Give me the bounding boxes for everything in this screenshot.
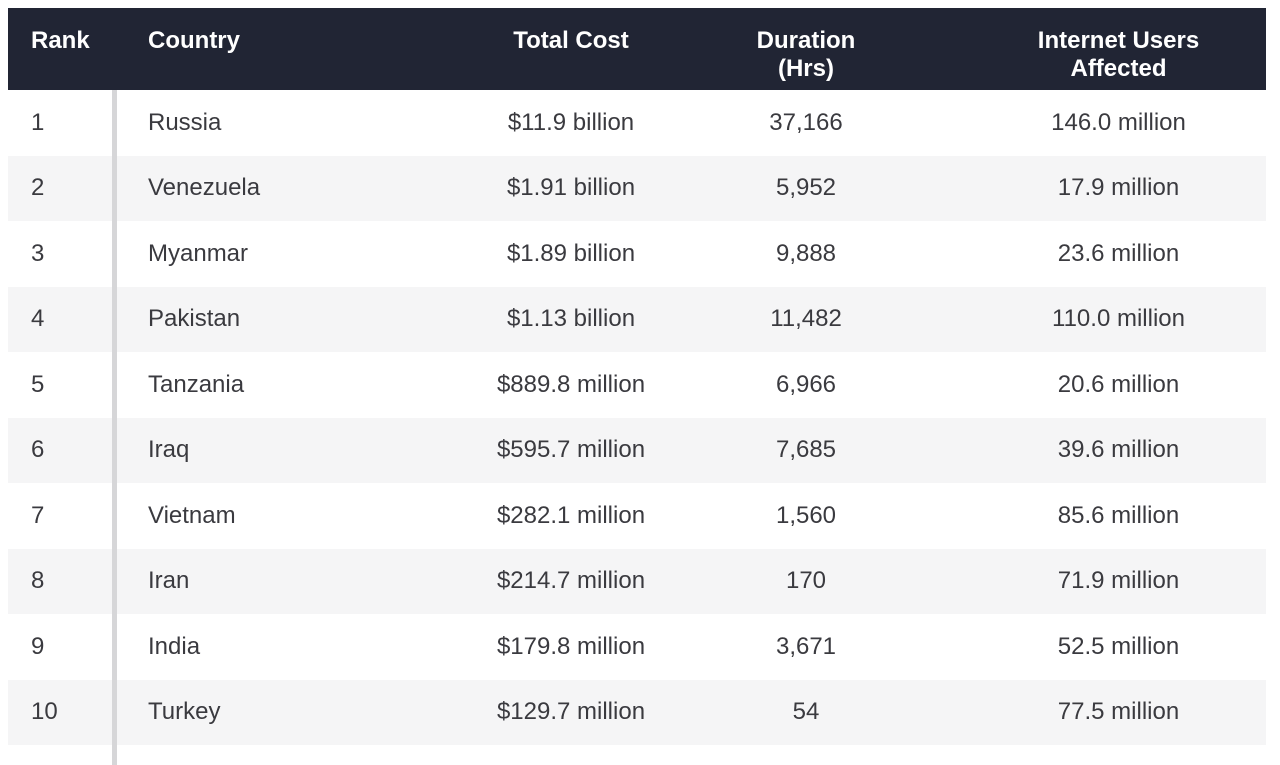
cell-duration: 9,888 xyxy=(775,239,837,267)
cell-internet-users: 85.6 million xyxy=(1057,501,1180,529)
cell-duration: 1,560 xyxy=(775,501,837,529)
table-header: Rank Country Total Cost Duration (Hrs) I… xyxy=(8,8,1266,90)
cell-country: Iran xyxy=(148,567,190,595)
cell-internet-users: 17.9 million xyxy=(1057,174,1180,202)
cell-total-cost: $214.7 million xyxy=(496,567,646,595)
cell-duration: 170 xyxy=(785,567,827,595)
cell-internet-users: 146.0 million xyxy=(1051,108,1186,136)
cell-country: Tanzania xyxy=(148,370,245,398)
column-header-country: Country xyxy=(148,27,240,54)
cell-rank: 6 xyxy=(31,436,45,464)
cell-country: Venezuela xyxy=(148,174,261,202)
cell-rank: 5 xyxy=(31,370,45,398)
table-row: 7 Vietnam $282.1 million 1,560 85.6 mill… xyxy=(8,483,1266,549)
cell-total-cost: $282.1 million xyxy=(496,501,646,529)
cell-rank: 2 xyxy=(31,174,45,202)
column-header-total-cost: Total Cost xyxy=(513,27,629,54)
table-row: 3 Myanmar $1.89 billion 9,888 23.6 milli… xyxy=(8,221,1266,287)
cell-country: Myanmar xyxy=(148,239,249,267)
table-row: 9 India $179.8 million 3,671 52.5 millio… xyxy=(8,614,1266,680)
cell-total-cost: $179.8 million xyxy=(496,632,646,660)
table-row: 1 Russia $11.9 billion 37,166 146.0 mill… xyxy=(8,90,1266,156)
column-header-duration: Duration (Hrs) xyxy=(756,27,856,82)
column-header-internet-users-label: Internet Users Affected xyxy=(1037,27,1200,82)
cell-country: Pakistan xyxy=(148,305,241,333)
cell-total-cost: $889.8 million xyxy=(496,370,646,398)
cell-total-cost: $1.89 billion xyxy=(506,239,636,267)
cell-country: Iraq xyxy=(148,436,190,464)
table-row: 10 Turkey $129.7 million 54 77.5 million xyxy=(8,679,1266,745)
cell-duration: 54 xyxy=(792,698,820,726)
cell-internet-users: 39.6 million xyxy=(1057,436,1180,464)
cell-country: Russia xyxy=(148,108,222,136)
cell-rank: 4 xyxy=(31,305,45,333)
cell-total-cost: $595.7 million xyxy=(496,436,646,464)
table-row: 2 Venezuela $1.91 billion 5,952 17.9 mil… xyxy=(8,155,1266,221)
cell-country: Vietnam xyxy=(148,501,236,529)
cell-duration: 11,482 xyxy=(770,305,842,333)
ranking-table: Rank Country Total Cost Duration (Hrs) I… xyxy=(8,8,1266,765)
table-row: 6 Iraq $595.7 million 7,685 39.6 million xyxy=(8,417,1266,483)
cell-total-cost: $129.7 million xyxy=(496,698,646,726)
cell-duration: 5,952 xyxy=(775,174,837,202)
cell-total-cost: $11.9 billion xyxy=(507,108,635,136)
table-row: 5 Tanzania $889.8 million 6,966 20.6 mil… xyxy=(8,352,1266,418)
cell-rank: 10 xyxy=(31,698,58,726)
table-row: 8 Iran $214.7 million 170 71.9 million xyxy=(8,548,1266,614)
cell-rank: 3 xyxy=(31,239,45,267)
cell-total-cost: $1.13 billion xyxy=(506,305,636,333)
table-row: 4 Pakistan $1.13 billion 11,482 110.0 mi… xyxy=(8,286,1266,352)
cell-internet-users: 77.5 million xyxy=(1057,698,1180,726)
cell-duration: 6,966 xyxy=(775,370,837,398)
cell-rank: 1 xyxy=(31,108,45,136)
cell-rank: 9 xyxy=(31,632,45,660)
rank-column-divider xyxy=(112,90,117,765)
cell-internet-users: 23.6 million xyxy=(1057,239,1180,267)
cell-duration: 3,671 xyxy=(775,632,837,660)
cell-total-cost: $1.91 billion xyxy=(506,174,636,202)
cell-country: Turkey xyxy=(148,698,221,726)
cell-country: India xyxy=(148,632,201,660)
cell-duration: 7,685 xyxy=(775,436,837,464)
cell-internet-users: 20.6 million xyxy=(1057,370,1180,398)
column-header-internet-users: Internet Users Affected xyxy=(886,27,1266,83)
table-body: 1 Russia $11.9 billion 37,166 146.0 mill… xyxy=(8,90,1266,745)
column-header-rank: Rank xyxy=(31,27,90,54)
cell-rank: 8 xyxy=(31,567,45,595)
cell-duration: 37,166 xyxy=(769,108,843,136)
cell-rank: 7 xyxy=(31,501,45,529)
cell-internet-users: 71.9 million xyxy=(1057,567,1180,595)
cell-internet-users: 52.5 million xyxy=(1057,632,1180,660)
cell-internet-users: 110.0 million xyxy=(1052,305,1185,333)
